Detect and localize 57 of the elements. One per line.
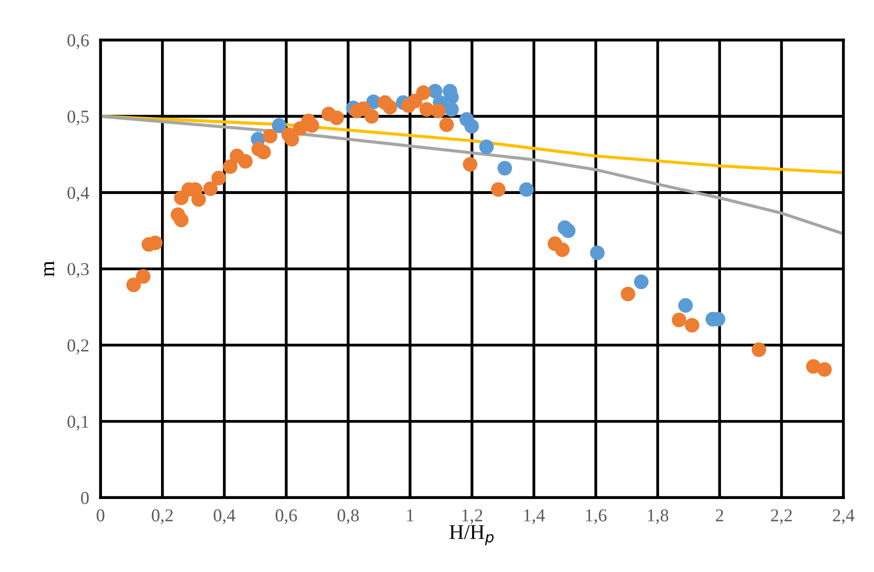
point bbox=[634, 274, 649, 290]
point bbox=[497, 160, 512, 176]
point bbox=[555, 242, 570, 258]
point bbox=[256, 144, 271, 160]
point bbox=[462, 157, 478, 172]
x-tick-label: 1,2 bbox=[462, 509, 482, 524]
point bbox=[678, 298, 693, 313]
line-series bbox=[100, 114, 844, 236]
point bbox=[203, 181, 218, 196]
x-tick-label: 0 bbox=[96, 509, 104, 522]
point bbox=[364, 109, 379, 124]
point bbox=[329, 110, 344, 126]
point bbox=[439, 117, 454, 132]
point bbox=[817, 362, 832, 377]
x-tick-label: 1 bbox=[407, 509, 414, 522]
point bbox=[238, 154, 253, 169]
point bbox=[222, 159, 238, 174]
x-tick-label: 0,8 bbox=[338, 509, 359, 524]
point bbox=[211, 170, 226, 186]
x-tick-label: 0,4 bbox=[214, 509, 236, 524]
point bbox=[444, 102, 459, 117]
y-axis-title: m bbox=[44, 261, 54, 277]
point bbox=[136, 269, 151, 284]
point bbox=[684, 318, 700, 333]
x-tick-label: 0,6 bbox=[276, 509, 297, 524]
point bbox=[126, 278, 141, 292]
y-tick-label: 0,1 bbox=[68, 416, 88, 430]
x-tick-label: 2 bbox=[716, 509, 724, 522]
point bbox=[590, 246, 605, 260]
point bbox=[464, 118, 479, 134]
y-tick-label: 0,2 bbox=[68, 339, 88, 354]
x-tick-label: 1,6 bbox=[586, 509, 607, 524]
y-tick-label: 0 bbox=[81, 492, 89, 504]
y-tick-label: 0,6 bbox=[68, 34, 89, 50]
x-tick-label: 2,4 bbox=[832, 509, 854, 524]
point bbox=[382, 100, 398, 114]
x-tick-label: 2,2 bbox=[771, 509, 792, 524]
x-tick-label: 0,2 bbox=[152, 509, 173, 524]
point bbox=[560, 223, 576, 238]
point bbox=[479, 140, 494, 154]
point bbox=[752, 342, 766, 357]
y-tick-label: 0,3 bbox=[68, 263, 89, 278]
point bbox=[262, 128, 278, 144]
x-tick-label: 1,4 bbox=[524, 509, 545, 524]
point bbox=[174, 212, 189, 228]
point bbox=[272, 118, 286, 133]
point bbox=[430, 104, 446, 118]
x-tick-label: 1,8 bbox=[648, 509, 668, 524]
x-axis-title: H/H$_{p}$ bbox=[450, 525, 494, 546]
point bbox=[416, 85, 431, 100]
point bbox=[620, 286, 636, 302]
y-tick-label: 0,5 bbox=[68, 110, 89, 126]
point bbox=[191, 192, 206, 207]
point bbox=[672, 312, 686, 328]
y-tick-label: 0,4 bbox=[68, 186, 90, 202]
point bbox=[490, 182, 506, 197]
point bbox=[519, 182, 534, 197]
